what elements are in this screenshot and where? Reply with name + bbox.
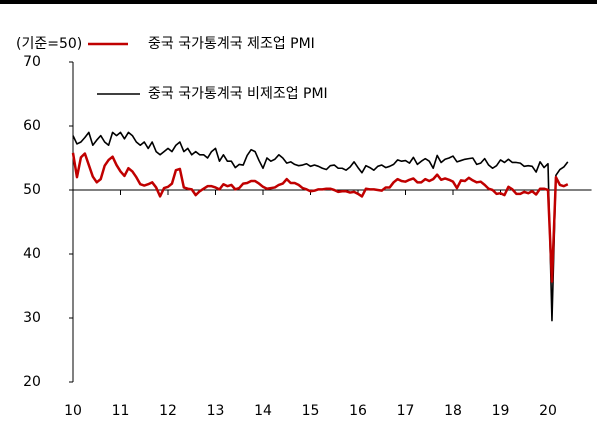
y-tick-label: 30	[23, 310, 41, 326]
x-tick-label: 12	[159, 403, 177, 419]
x-tick-label: 18	[444, 403, 462, 419]
x-tick-label: 10	[64, 403, 82, 419]
y-tick-label: 70	[23, 54, 41, 70]
x-tick-label: 17	[397, 403, 415, 419]
legend-label: 중국 국가통계국 제조업 PMI	[148, 36, 315, 52]
y-tick-label: 20	[23, 374, 41, 390]
x-tick-label: 11	[112, 403, 130, 419]
y-tick-label: 50	[23, 182, 41, 198]
x-tick-label: 13	[207, 403, 225, 419]
y-tick-label: 40	[23, 246, 41, 262]
x-tick-label: 14	[254, 403, 272, 419]
unit-label: (기준=50)	[16, 36, 82, 52]
y-tick-label: 60	[23, 118, 41, 134]
legend-label: 중국 국가통계국 비제조업 PMI	[148, 86, 328, 102]
top-rule	[0, 0, 597, 4]
x-tick-label: 20	[539, 403, 557, 419]
x-tick-label: 16	[349, 403, 367, 419]
series-line	[71, 152, 569, 283]
x-tick-label: 15	[302, 403, 320, 419]
series-line	[72, 131, 569, 322]
x-tick-label: 19	[492, 403, 510, 419]
